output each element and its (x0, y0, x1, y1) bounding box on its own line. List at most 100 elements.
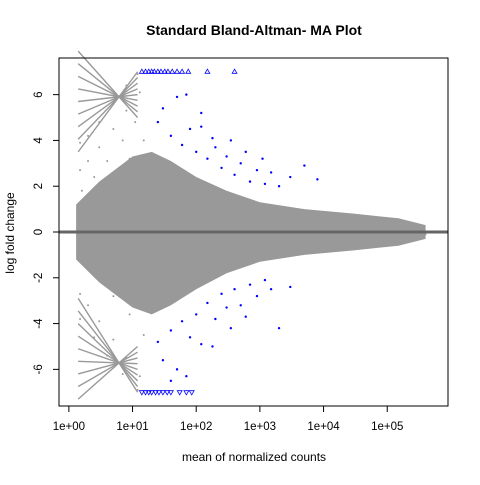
significant-point (185, 375, 188, 378)
background-point (125, 356, 128, 359)
background-point (112, 295, 115, 298)
significant-point (233, 173, 236, 176)
significant-point (195, 150, 198, 154)
count-band-lower (77, 323, 139, 382)
background-point (233, 221, 236, 224)
clipped-point-up (178, 68, 186, 74)
x-tick-label: 1e+04 (307, 421, 340, 433)
significant-point (244, 315, 247, 318)
background-point (87, 263, 90, 266)
significant-point (233, 288, 236, 291)
background-point (125, 256, 128, 259)
significant-point (185, 93, 188, 96)
count-band-upper (77, 63, 139, 113)
background-point (169, 276, 172, 279)
background-point (252, 214, 255, 217)
count-band-upper (77, 88, 138, 115)
significant-point (206, 301, 209, 305)
y-tick-label: 6 (33, 91, 45, 97)
significant-point (211, 136, 214, 140)
background-point (136, 73, 139, 76)
significant-point (161, 359, 165, 362)
x-tick-label: 1e+02 (180, 421, 212, 433)
clipped-point-up (151, 68, 158, 74)
clipped-point-up (154, 68, 161, 74)
significant-point (239, 304, 242, 307)
y-tick-label: -6 (33, 364, 45, 374)
background-point (134, 121, 137, 124)
significant-point (214, 317, 217, 321)
x-tick-label: 1e+03 (244, 421, 276, 433)
significant-point (289, 175, 292, 179)
background-point (87, 208, 90, 211)
y-tick-label: 2 (33, 183, 45, 189)
significant-point (316, 178, 319, 181)
data-points (79, 68, 427, 396)
significant-point (225, 155, 228, 158)
background-point (138, 91, 141, 94)
significant-point (180, 143, 184, 147)
clipped-point-down (142, 390, 149, 396)
y-tick-label: -2 (33, 273, 45, 283)
background-point (98, 196, 101, 199)
significant-point (156, 120, 160, 124)
significant-point (263, 278, 267, 282)
significant-point (303, 164, 306, 167)
background-point (239, 249, 242, 252)
count-band-lower (78, 360, 138, 365)
background-point (405, 226, 408, 229)
significant-point (277, 326, 281, 330)
background-point (112, 210, 115, 213)
significant-point (244, 150, 247, 154)
background-point (93, 176, 96, 179)
background-point (128, 313, 131, 316)
background-point (98, 320, 101, 323)
count-band-lower (77, 351, 138, 388)
background-point (79, 318, 82, 320)
clipped-point-down (188, 390, 195, 396)
background-point (138, 375, 141, 378)
background-point (206, 237, 209, 240)
y-axis-label: log fold change (3, 192, 17, 274)
significant-point (188, 336, 192, 339)
background-point (176, 226, 179, 229)
significant-point (214, 146, 217, 149)
count-band-upper (78, 88, 138, 102)
background-point (106, 160, 109, 163)
background-point (289, 219, 292, 222)
background-point (98, 244, 101, 247)
significant-point (289, 285, 292, 289)
significant-point (277, 185, 281, 188)
significant-point (200, 111, 203, 115)
background-point (150, 288, 153, 291)
clipped-point-up (138, 68, 145, 74)
background-point (112, 338, 115, 341)
background-point (80, 189, 83, 192)
background-point (93, 336, 96, 339)
clipped-point-up (169, 68, 176, 74)
count-band-upper (77, 76, 139, 140)
clipped-point-down (155, 390, 163, 396)
significant-point (220, 292, 223, 296)
background-point (131, 194, 134, 197)
clipped-point-up (161, 68, 168, 74)
x-axis-label: mean of normalized counts (182, 450, 326, 464)
background-point (98, 146, 101, 149)
significant-point (261, 157, 264, 160)
significant-point (263, 182, 267, 186)
count-band-upper (77, 75, 138, 107)
y-tick-label: 4 (33, 137, 45, 144)
clipped-point-down (183, 390, 190, 396)
clipped-point-up (142, 68, 149, 74)
chart-title: Standard Bland-Altman- MA Plot (146, 22, 362, 38)
significant-point (269, 171, 273, 174)
significant-point (195, 313, 198, 316)
background-point (112, 178, 115, 181)
count-band-upper (77, 82, 138, 128)
background-point (125, 109, 128, 112)
significant-point (169, 329, 173, 332)
point-density-cloud (76, 50, 426, 400)
significant-point (225, 306, 228, 309)
